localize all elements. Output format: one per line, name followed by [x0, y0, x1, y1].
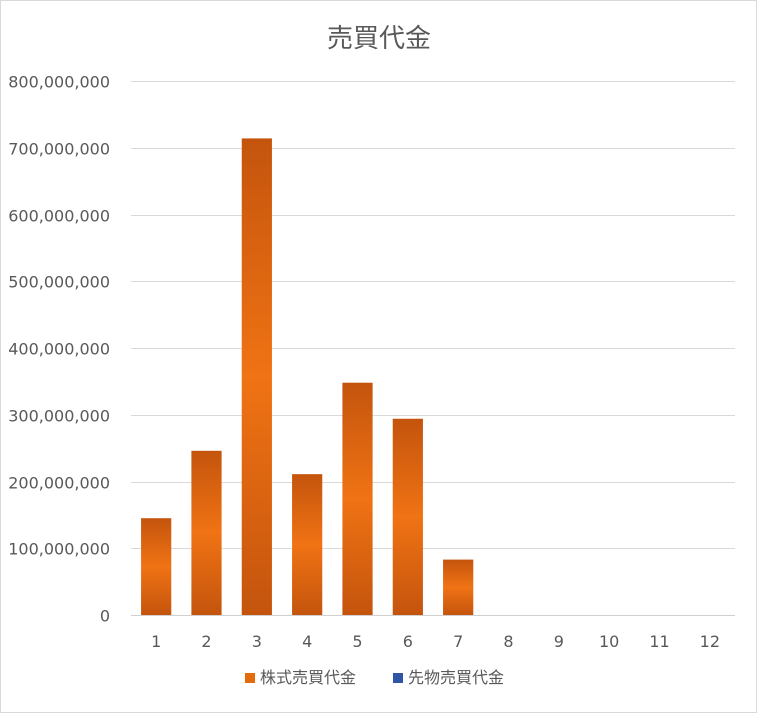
- bar-4: [292, 474, 323, 615]
- y-tick-label: 400,000,000: [8, 340, 110, 359]
- legend-swatch: [245, 673, 255, 683]
- bar-6: [392, 418, 423, 615]
- x-tick-label: 6: [403, 632, 413, 651]
- bar-7: [443, 559, 474, 615]
- y-tick-label: 700,000,000: [8, 140, 110, 159]
- x-tick-label: 4: [302, 632, 312, 651]
- x-tick-label: 5: [352, 632, 362, 651]
- y-tick-label: 800,000,000: [8, 73, 110, 92]
- x-tick-label: 3: [252, 632, 262, 651]
- y-tick-label: 100,000,000: [8, 540, 110, 559]
- x-axis: 1 2 3 4 5 6 7 8 9 10 11 12: [151, 632, 720, 651]
- gridlines: [131, 81, 735, 616]
- legend: 株式売買代金 先物売買代金: [245, 668, 504, 687]
- chart-title: 売買代金: [327, 24, 431, 54]
- y-tick-label: 200,000,000: [8, 474, 110, 493]
- bar-3: [241, 138, 272, 615]
- x-tick-label: 7: [453, 632, 463, 651]
- bars: [141, 138, 474, 615]
- legend-swatch: [393, 673, 403, 683]
- legend-item: 株式売買代金: [260, 668, 356, 687]
- x-tick-label: 12: [700, 632, 720, 651]
- x-tick-label: 10: [599, 632, 619, 651]
- bar-1: [141, 518, 172, 615]
- bar-2: [191, 450, 222, 615]
- x-tick-label: 8: [503, 632, 513, 651]
- y-tick-label: 300,000,000: [8, 407, 110, 426]
- y-tick-label: 0: [100, 607, 110, 626]
- y-tick-label: 500,000,000: [8, 273, 110, 292]
- x-tick-label: 1: [151, 632, 161, 651]
- legend-item: 先物売買代金: [408, 668, 504, 687]
- y-tick-label: 600,000,000: [8, 207, 110, 226]
- x-tick-label: 11: [649, 632, 669, 651]
- bar-5: [342, 382, 373, 615]
- x-tick-label: 2: [201, 632, 211, 651]
- y-axis: 0 100,000,000 200,000,000 300,000,000 400,00…: [8, 73, 110, 626]
- x-tick-label: 9: [554, 632, 564, 651]
